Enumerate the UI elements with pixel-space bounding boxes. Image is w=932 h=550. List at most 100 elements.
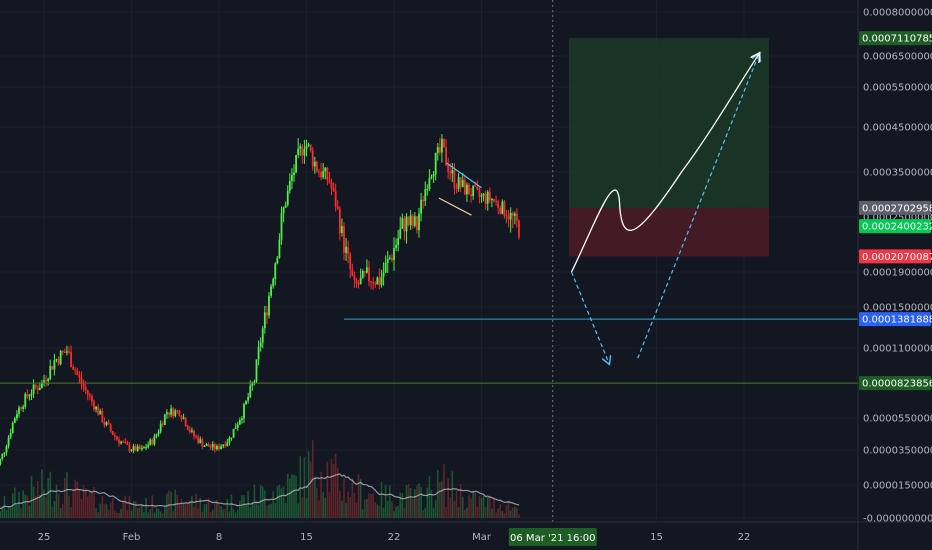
candle-body (166, 412, 168, 415)
candle-body (41, 382, 43, 389)
volume-bar (32, 486, 35, 518)
volume-bar (261, 486, 264, 518)
candle-body (505, 215, 508, 217)
volume-bar (53, 500, 56, 518)
candle-body (124, 441, 127, 443)
volume-bar (493, 497, 495, 518)
candle-body (126, 442, 129, 445)
candle-body (32, 384, 35, 394)
candle-body (207, 444, 210, 447)
volume-bar (232, 509, 235, 518)
volume-bar (209, 512, 212, 518)
candle-body (376, 277, 379, 285)
volume-bar (141, 505, 143, 518)
volume-bar (124, 495, 127, 518)
projection-up-arrow[interactable] (637, 54, 759, 359)
volume-bar (309, 461, 312, 518)
candle-body (326, 167, 329, 181)
volume-bar (353, 492, 356, 518)
candle-body (226, 442, 229, 446)
volume-bar (239, 500, 241, 518)
volume-bar (224, 508, 227, 518)
candle-body (116, 436, 118, 440)
price-tag[interactable] (859, 200, 931, 215)
volume-bar (226, 499, 229, 518)
candle-body (24, 394, 27, 407)
volume-bar (51, 506, 54, 518)
volume-bar (7, 507, 10, 518)
candle-body (443, 138, 445, 148)
volume-bar (211, 509, 214, 518)
long-position-profit-zone[interactable] (569, 38, 769, 208)
candle-body (132, 446, 135, 451)
volume-bar (336, 468, 339, 518)
candle-body (303, 149, 306, 156)
candle-body (197, 436, 200, 443)
volume-bar (451, 471, 454, 518)
candle-body (55, 359, 58, 361)
candle-body (461, 180, 464, 187)
price-tag[interactable] (859, 219, 931, 234)
projection-curve-arrow[interactable] (570, 54, 760, 273)
candle-body (393, 247, 395, 261)
volume-bar (195, 493, 197, 518)
volume-bar (499, 504, 502, 518)
candle-body (307, 144, 310, 146)
candle-body (213, 444, 216, 450)
candle-body (30, 393, 33, 396)
volume-bar (468, 494, 470, 518)
candle-body (53, 360, 56, 370)
volume-bar (47, 478, 49, 518)
candle-body (86, 390, 89, 395)
long-position-stop-zone[interactable] (569, 207, 769, 257)
volume-bar (355, 502, 358, 518)
trendline-lower[interactable] (438, 197, 472, 216)
volume-bar (291, 474, 293, 518)
volume-bar (505, 505, 508, 518)
candle-body (278, 239, 281, 258)
volume-bar (299, 456, 302, 518)
candle-body (76, 370, 79, 375)
projection-down-arrow[interactable] (570, 271, 610, 363)
candle-body (182, 417, 185, 419)
volume-bar (303, 457, 306, 518)
volume-bar (397, 505, 399, 518)
volume-bar (153, 512, 156, 518)
candle-body (434, 152, 437, 175)
volume-bar (332, 463, 335, 518)
candle-body (9, 433, 12, 438)
time-tick-label: 25 (38, 532, 51, 543)
candle-body (334, 191, 337, 207)
volume-bar (432, 508, 435, 518)
candle-body (311, 150, 314, 167)
volume-bar (207, 498, 210, 518)
volume-bar (126, 509, 129, 518)
volume-bar (176, 495, 179, 518)
price-tag[interactable] (859, 312, 931, 327)
volume-bar (159, 511, 162, 518)
trendline-upper[interactable] (446, 162, 482, 189)
candle-body (168, 412, 170, 415)
volume-bar (122, 501, 124, 518)
price-tag[interactable] (859, 249, 931, 264)
volume-bar (447, 478, 449, 518)
candle-body (432, 174, 435, 177)
candle-body (101, 411, 104, 422)
volume-bar (59, 508, 62, 518)
volume-bar (372, 492, 374, 518)
candle-body (324, 167, 327, 172)
volume-bar (478, 496, 481, 518)
volume-bar (439, 482, 441, 518)
candle-body (341, 226, 343, 233)
volume-bar (282, 486, 285, 518)
volume-bar (293, 474, 295, 518)
volume-bar (264, 490, 266, 518)
price-tag[interactable] (859, 376, 931, 391)
volume-bar (255, 501, 258, 518)
candle-body (488, 191, 491, 201)
candle-body (134, 446, 137, 451)
candle-body (7, 437, 10, 447)
candle-body (418, 213, 420, 231)
price-tag[interactable] (859, 31, 931, 46)
